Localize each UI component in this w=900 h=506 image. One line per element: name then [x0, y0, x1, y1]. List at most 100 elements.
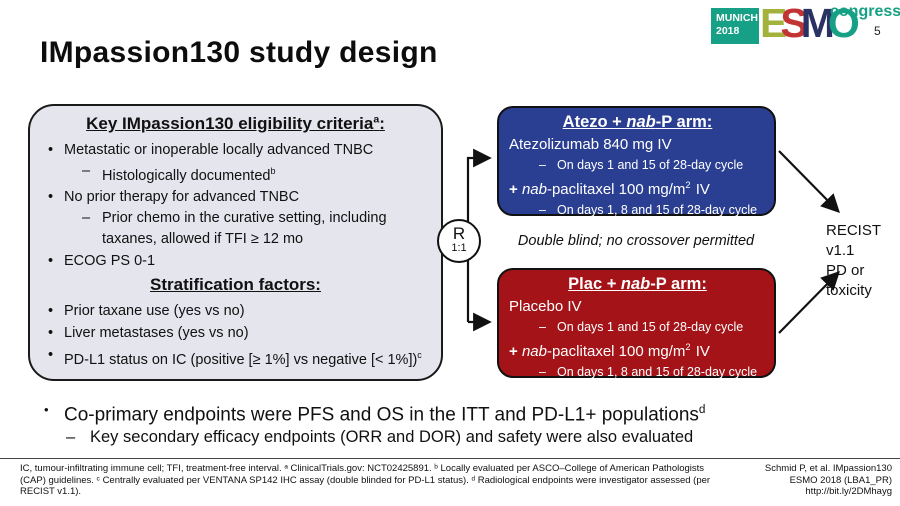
coprimary-endpoints-text: Co-primary endpoints were PFS and OS in …	[64, 404, 699, 426]
eligibility-heading-colon: :	[379, 113, 385, 133]
dash-icon: –	[66, 428, 76, 446]
atezo-heading-pre: Atezo +	[562, 113, 627, 131]
atezo-drug2-schedule: – On days 1, 8 and 15 of 28-day cycle	[539, 200, 766, 220]
blinding-note: Double blind; no crossover permitted	[517, 233, 755, 249]
placebo-arm-box: Plac + nab-P arm: Placebo IV – On days 1…	[497, 268, 776, 379]
eligibility-heading: Key IMpassion130 eligibility criteriaa:	[40, 113, 431, 134]
dash-icon: –	[82, 162, 91, 179]
placebo-heading-nab: nab	[620, 275, 651, 293]
congress-label: congress	[830, 3, 900, 20]
esmo-letter-m: M	[800, 0, 835, 46]
nab-italic: nab	[521, 343, 547, 360]
dash-icon: –	[82, 210, 91, 227]
eligibility-bullet-2-sub-text: Prior chemo in the curative setting, inc…	[102, 210, 387, 248]
placebo-drug1-schedule: – On days 1 and 15 of 28-day cycle	[539, 317, 766, 337]
esmo-letter-e: E	[760, 0, 787, 46]
randomization-letter: R	[452, 224, 466, 243]
bullet-icon: •	[48, 253, 54, 270]
endpoints-sub-text: Key secondary efficacy endpoints (ORR an…	[90, 428, 694, 446]
eligibility-heading-text: Key IMpassion130 eligibility criteria	[86, 113, 374, 133]
dash-icon: –	[539, 203, 546, 217]
esmo-letter-s: S	[780, 0, 807, 46]
eligibility-bullet-1-sub-text: Histologically documentedb	[102, 161, 275, 187]
atezo-drug2: + nab-paclitaxel 100 mg/m2 IV	[509, 175, 766, 200]
eligibility-bullet-2: • No prior therapy for advanced TNBC	[40, 186, 431, 208]
bullet-icon: •	[48, 141, 54, 158]
stratification-heading: Stratification factors:	[40, 275, 431, 295]
slide-title: IMpassion130 study design	[40, 36, 438, 69]
citation: Schmid P, et al. IMpassion130 ESMO 2018 …	[730, 463, 892, 498]
paclitaxel-dose: -paclitaxel 100 mg/m	[546, 181, 686, 198]
atezo-heading-post: -P arm:	[655, 113, 713, 131]
eligibility-bullet-2-sub: – Prior chemo in the curative setting, i…	[82, 208, 431, 250]
placebo-heading-post: -P arm:	[650, 275, 707, 293]
plus-sign: +	[509, 181, 522, 198]
endpoints-main-text: Co-primary endpoints were PFS and OS in …	[64, 398, 705, 427]
atezo-arm-box: Atezo + nab-P arm: Atezolizumab 840 mg I…	[497, 106, 776, 217]
placebo-drug1-schedule-text: On days 1 and 15 of 28-day cycle	[557, 320, 744, 334]
histology-text: Histologically documented	[102, 167, 271, 184]
placebo-arm-heading: Plac + nab-P arm:	[509, 273, 766, 295]
dash-icon: –	[539, 158, 546, 172]
stratification-bullet-1: • Prior taxane use (yes vs no)	[40, 300, 431, 322]
outcome-line-1: RECIST v1.1	[826, 222, 881, 259]
placebo-drug1: Placebo IV	[509, 298, 582, 315]
eligibility-bullet-1: • Metastatic or inoperable locally advan…	[40, 139, 431, 161]
pdl1-status-text: PD-L1 status on IC (positive [≥ 1%] vs n…	[64, 352, 418, 369]
outcome-line-2: PD or toxicity	[826, 262, 872, 299]
dash-icon: –	[539, 365, 546, 379]
placebo-heading-pre: Plac +	[568, 275, 621, 293]
atezo-drug1: Atezolizumab 840 mg IV	[509, 136, 672, 153]
munich-year: 2018	[716, 25, 740, 37]
citation-link: http://bit.ly/2DMhayg	[805, 486, 892, 497]
stratification-bullet-2: • Liver metastases (yes vs no)	[40, 322, 431, 344]
footnote-marker-d: d	[698, 403, 706, 416]
citation-conference: ESMO 2018 (LBA1_PR)	[789, 474, 892, 486]
placebo-drug2: + nab-paclitaxel 100 mg/m2 IV	[509, 337, 766, 362]
squared-superscript: 2	[685, 342, 691, 352]
bullet-icon: •	[44, 402, 49, 417]
iv-label: IV	[691, 343, 710, 360]
footnote-marker-b: b	[270, 165, 276, 176]
iv-label: IV	[691, 181, 710, 198]
dash-icon: –	[539, 320, 546, 334]
endpoints-sub: – Key secondary efficacy endpoints (ORR …	[66, 426, 693, 448]
eligibility-bullet-3: • ECOG PS 0-1	[40, 250, 431, 272]
atezo-drug1-schedule: – On days 1 and 15 of 28-day cycle	[539, 155, 766, 175]
bullet-icon: •	[48, 303, 54, 320]
stratification-bullet-3-text: PD-L1 status on IC (positive [≥ 1%] vs n…	[64, 344, 422, 371]
nab-italic: nab	[521, 181, 547, 198]
atezo-heading-nab: nab	[626, 113, 656, 131]
footnotes: IC, tumour-infiltrating immune cell; TFI…	[20, 463, 711, 497]
bullet-icon: •	[48, 189, 54, 206]
bullet-icon: •	[48, 325, 54, 342]
squared-superscript: 2	[685, 180, 691, 190]
munich-2018-badge: MUNICH 2018	[711, 8, 759, 44]
atezo-drug2-schedule-text: On days 1, 8 and 15 of 28-day cycle	[557, 203, 758, 217]
placebo-drug2-schedule: – On days 1, 8 and 15 of 28-day cycle	[539, 362, 766, 382]
placebo-drug2-schedule-text: On days 1, 8 and 15 of 28-day cycle	[557, 365, 758, 379]
footnote-marker-c: c	[417, 350, 422, 361]
footnote-marker-a: a	[373, 113, 380, 125]
atezo-arm-heading: Atezo + nab-P arm:	[509, 111, 766, 133]
eligibility-bullet-2-text: No prior therapy for advanced TNBC	[64, 189, 300, 206]
stratification-bullet-1-text: Prior taxane use (yes vs no)	[64, 303, 245, 320]
stratification-bullet-2-text: Liver metastases (yes vs no)	[64, 325, 249, 342]
outcome-text: RECIST v1.1 PD or toxicity	[826, 221, 900, 301]
eligibility-criteria-box: Key IMpassion130 eligibility criteriaa: …	[28, 104, 443, 381]
eligibility-bullet-3-text: ECOG PS 0-1	[64, 253, 156, 270]
stratification-bullet-3: • PD-L1 status on IC (positive [≥ 1%] vs…	[40, 344, 431, 371]
page-number: 5	[874, 24, 881, 38]
citation-authors: Schmid P, et al. IMpassion130	[764, 463, 892, 474]
eligibility-bullet-1-sub: – Histologically documentedb	[82, 161, 431, 187]
stratification-heading-text: Stratification factors:	[150, 275, 321, 295]
bullet-icon: •	[48, 347, 54, 364]
randomization-circle: R 1:1	[437, 219, 481, 263]
randomization-ratio: 1:1	[451, 242, 467, 254]
plus-sign: +	[509, 343, 522, 360]
atezo-drug1-schedule-text: On days 1 and 15 of 28-day cycle	[557, 158, 744, 172]
paclitaxel-dose: -paclitaxel 100 mg/m	[546, 343, 686, 360]
atezo-outcome-arrow	[778, 150, 840, 214]
eligibility-bullet-1-text: Metastatic or inoperable locally advance…	[64, 141, 374, 158]
